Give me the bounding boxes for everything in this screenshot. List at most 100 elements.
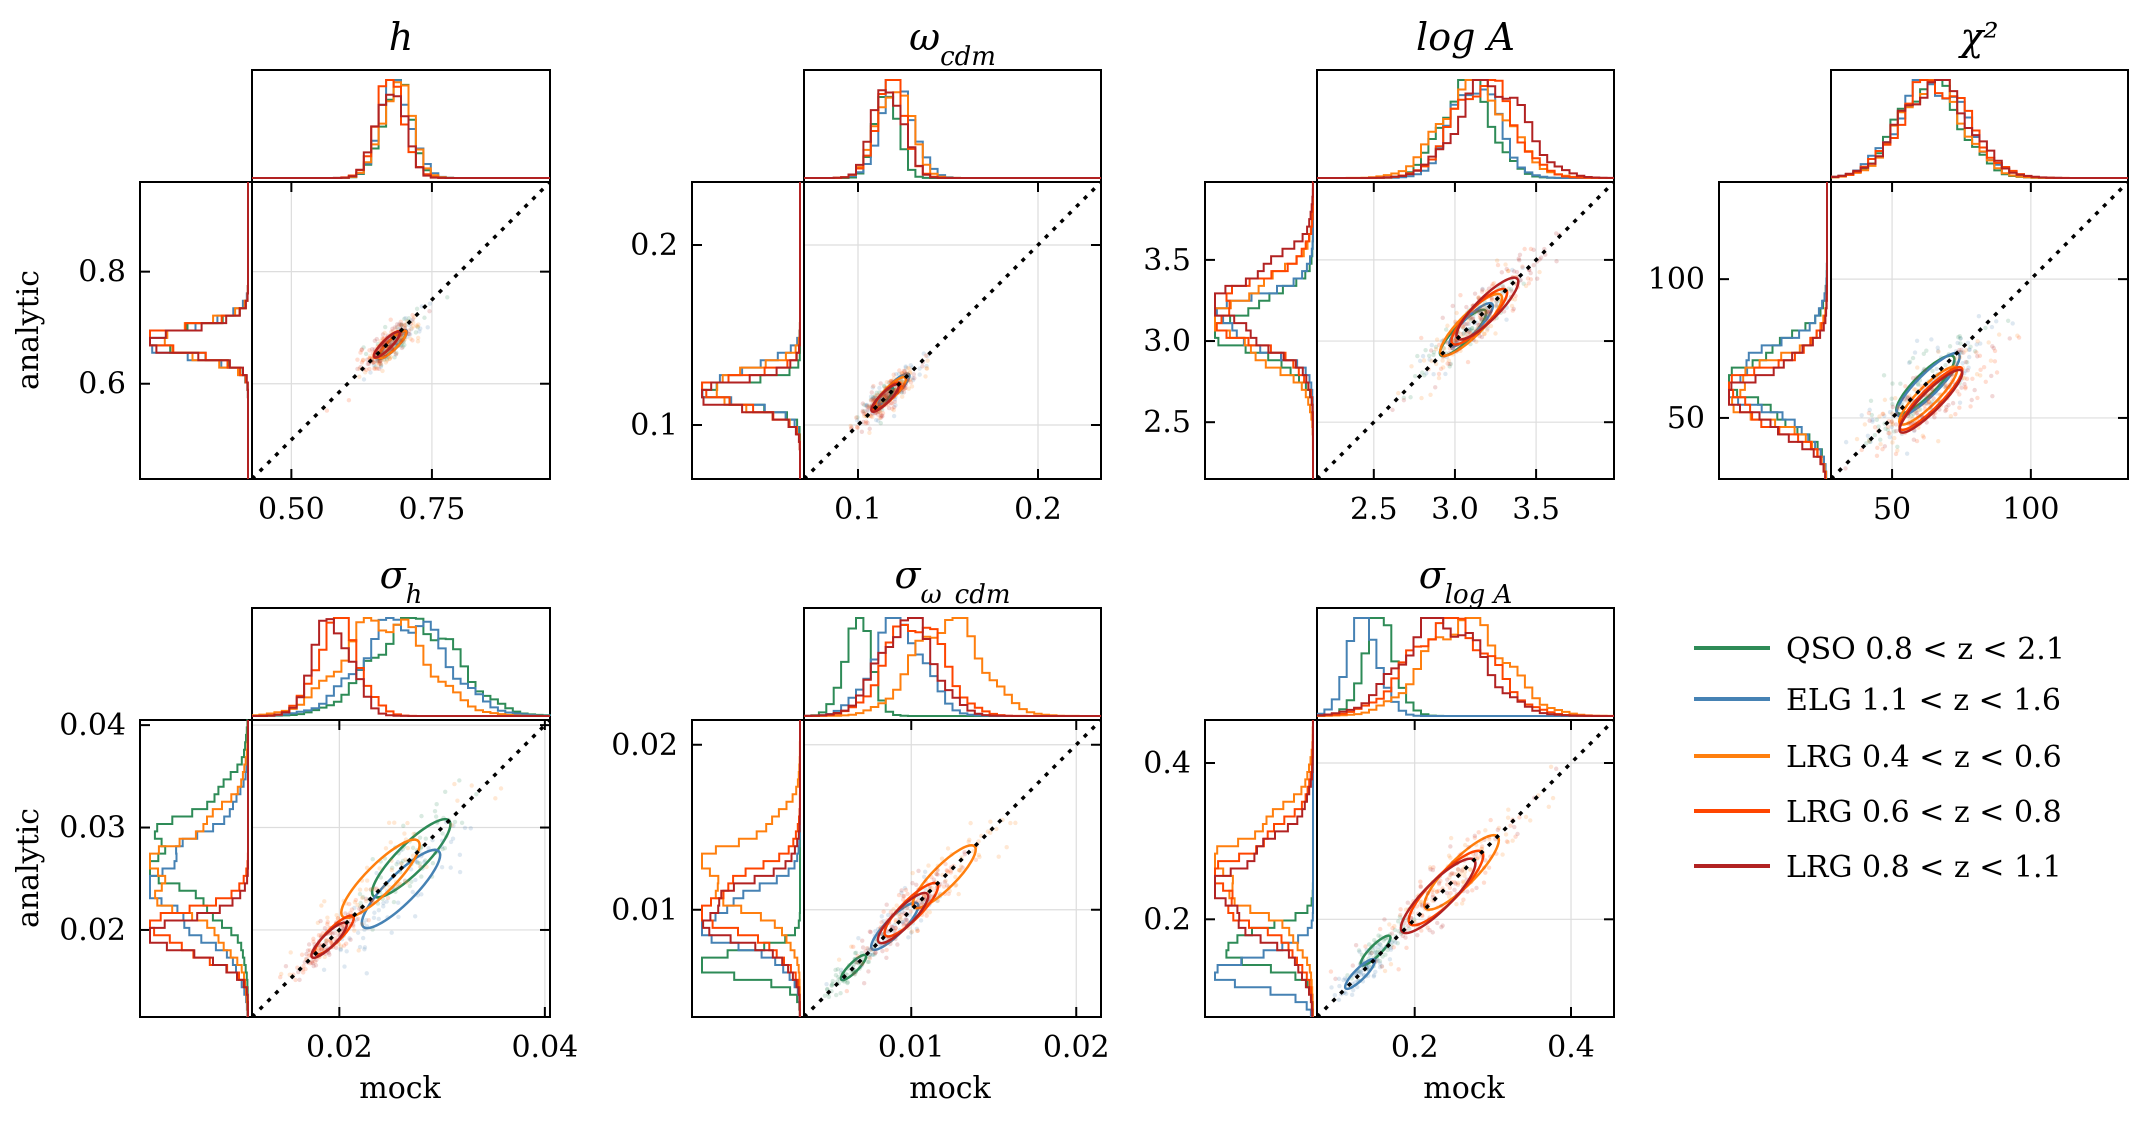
- point-6-1: [1372, 945, 1378, 950]
- point-3-4: [1914, 375, 1919, 380]
- point-6-2: [1528, 818, 1533, 823]
- point-6-3: [1424, 896, 1429, 902]
- point-5-4: [932, 893, 937, 898]
- point-4-3: [346, 901, 352, 907]
- point-6-1: [1336, 976, 1342, 981]
- point-5-4: [932, 894, 937, 899]
- point-1-1: [925, 353, 930, 359]
- point-4-0: [389, 865, 395, 871]
- point-6-2: [1505, 815, 1511, 820]
- point-5-1: [881, 918, 886, 924]
- point-1-3: [863, 419, 869, 424]
- point-3-0: [1907, 359, 1913, 365]
- point-6-4: [1430, 867, 1436, 873]
- point-1-1: [893, 371, 899, 377]
- point-5-2: [1013, 820, 1018, 826]
- point-3-4: [1937, 372, 1942, 377]
- point-5-2: [939, 856, 945, 861]
- point-1-3: [899, 371, 905, 376]
- point-5-0: [853, 950, 859, 956]
- xtick-label-0: 0.01: [878, 1030, 945, 1065]
- point-3-2: [2015, 333, 2020, 338]
- point-5-4: [934, 885, 939, 891]
- left-hist-3: [1214, 720, 1314, 1017]
- point-3-4: [1944, 383, 1949, 389]
- point-4-2: [383, 846, 389, 851]
- panel-3: 50 100 50 100 χ²: [1648, 15, 2129, 527]
- point-6-4: [1472, 833, 1478, 838]
- point-0-2: [409, 326, 415, 331]
- point-6-1: [1336, 997, 1342, 1003]
- ytick-label-0: 0.02: [59, 913, 126, 948]
- point-2-3: [1479, 289, 1485, 294]
- point-0-1: [425, 325, 430, 330]
- point-5-1: [900, 919, 905, 925]
- top-marginal-frame: [803, 607, 1102, 721]
- point-3-1: [1906, 360, 1912, 365]
- point-6-1: [1379, 963, 1385, 969]
- point-3-0: [1947, 344, 1953, 349]
- point-3-4: [1959, 347, 1964, 352]
- point-1-1: [873, 417, 879, 423]
- point-6-3: [1434, 889, 1440, 895]
- point-5-2: [895, 912, 901, 917]
- left-marginal-frame: [1718, 181, 1832, 480]
- ytick-label-0: 0.01: [611, 893, 678, 928]
- point-3-2: [1889, 419, 1895, 424]
- point-3-0: [1943, 362, 1948, 368]
- point-6-4: [1353, 942, 1359, 948]
- point-2-3: [1522, 246, 1527, 252]
- point-1-2: [907, 370, 913, 376]
- point-6-2: [1434, 889, 1440, 894]
- point-0-4: [395, 322, 400, 327]
- point-0-3: [401, 322, 407, 327]
- point-4-4: [334, 945, 339, 951]
- point-0-4: [377, 358, 383, 364]
- point-0-3: [359, 347, 364, 353]
- point-1-3: [876, 402, 881, 407]
- point-2-2: [1491, 280, 1497, 286]
- top-hist-1: [1317, 617, 1614, 717]
- point-4-2: [394, 884, 400, 890]
- point-3-0: [1957, 334, 1962, 339]
- point-5-2: [891, 907, 896, 912]
- point-5-1: [839, 967, 844, 973]
- point-0-3: [372, 366, 377, 371]
- point-1-3: [903, 381, 908, 387]
- point-5-0: [865, 959, 871, 965]
- point-2-2: [1436, 375, 1442, 381]
- point-1-4: [860, 401, 866, 406]
- point-3-3: [1903, 384, 1908, 389]
- point-0-2: [411, 320, 416, 325]
- point-3-3: [1961, 350, 1966, 355]
- point-6-4: [1403, 935, 1408, 940]
- point-5-3: [888, 909, 894, 915]
- point-0-0: [406, 316, 412, 321]
- point-3-2: [1913, 387, 1918, 392]
- point-3-0: [1885, 427, 1891, 433]
- point-3-2: [1854, 436, 1860, 442]
- point-3-0: [1890, 402, 1895, 407]
- point-0-1: [408, 327, 414, 332]
- point-6-2: [1467, 867, 1473, 872]
- ytick-label-1: 0.2: [630, 228, 678, 263]
- point-1-2: [923, 374, 928, 379]
- point-1-3: [865, 404, 870, 409]
- left-marginal-frame: [691, 181, 805, 480]
- point-2-2: [1481, 331, 1487, 336]
- point-6-1: [1377, 961, 1383, 966]
- point-3-3: [1963, 384, 1968, 390]
- point-5-1: [873, 928, 878, 934]
- point-6-4: [1400, 933, 1406, 938]
- point-5-4: [935, 872, 940, 877]
- point-1-4: [903, 382, 908, 388]
- point-6-3: [1425, 925, 1430, 930]
- point-4-1: [360, 935, 366, 941]
- point-2-3: [1490, 282, 1496, 287]
- point-2-4: [1528, 270, 1533, 276]
- point-4-3: [319, 947, 324, 952]
- point-5-2: [836, 957, 842, 962]
- point-0-2: [377, 359, 382, 364]
- point-0-2: [380, 368, 385, 374]
- point-1-0: [878, 420, 883, 426]
